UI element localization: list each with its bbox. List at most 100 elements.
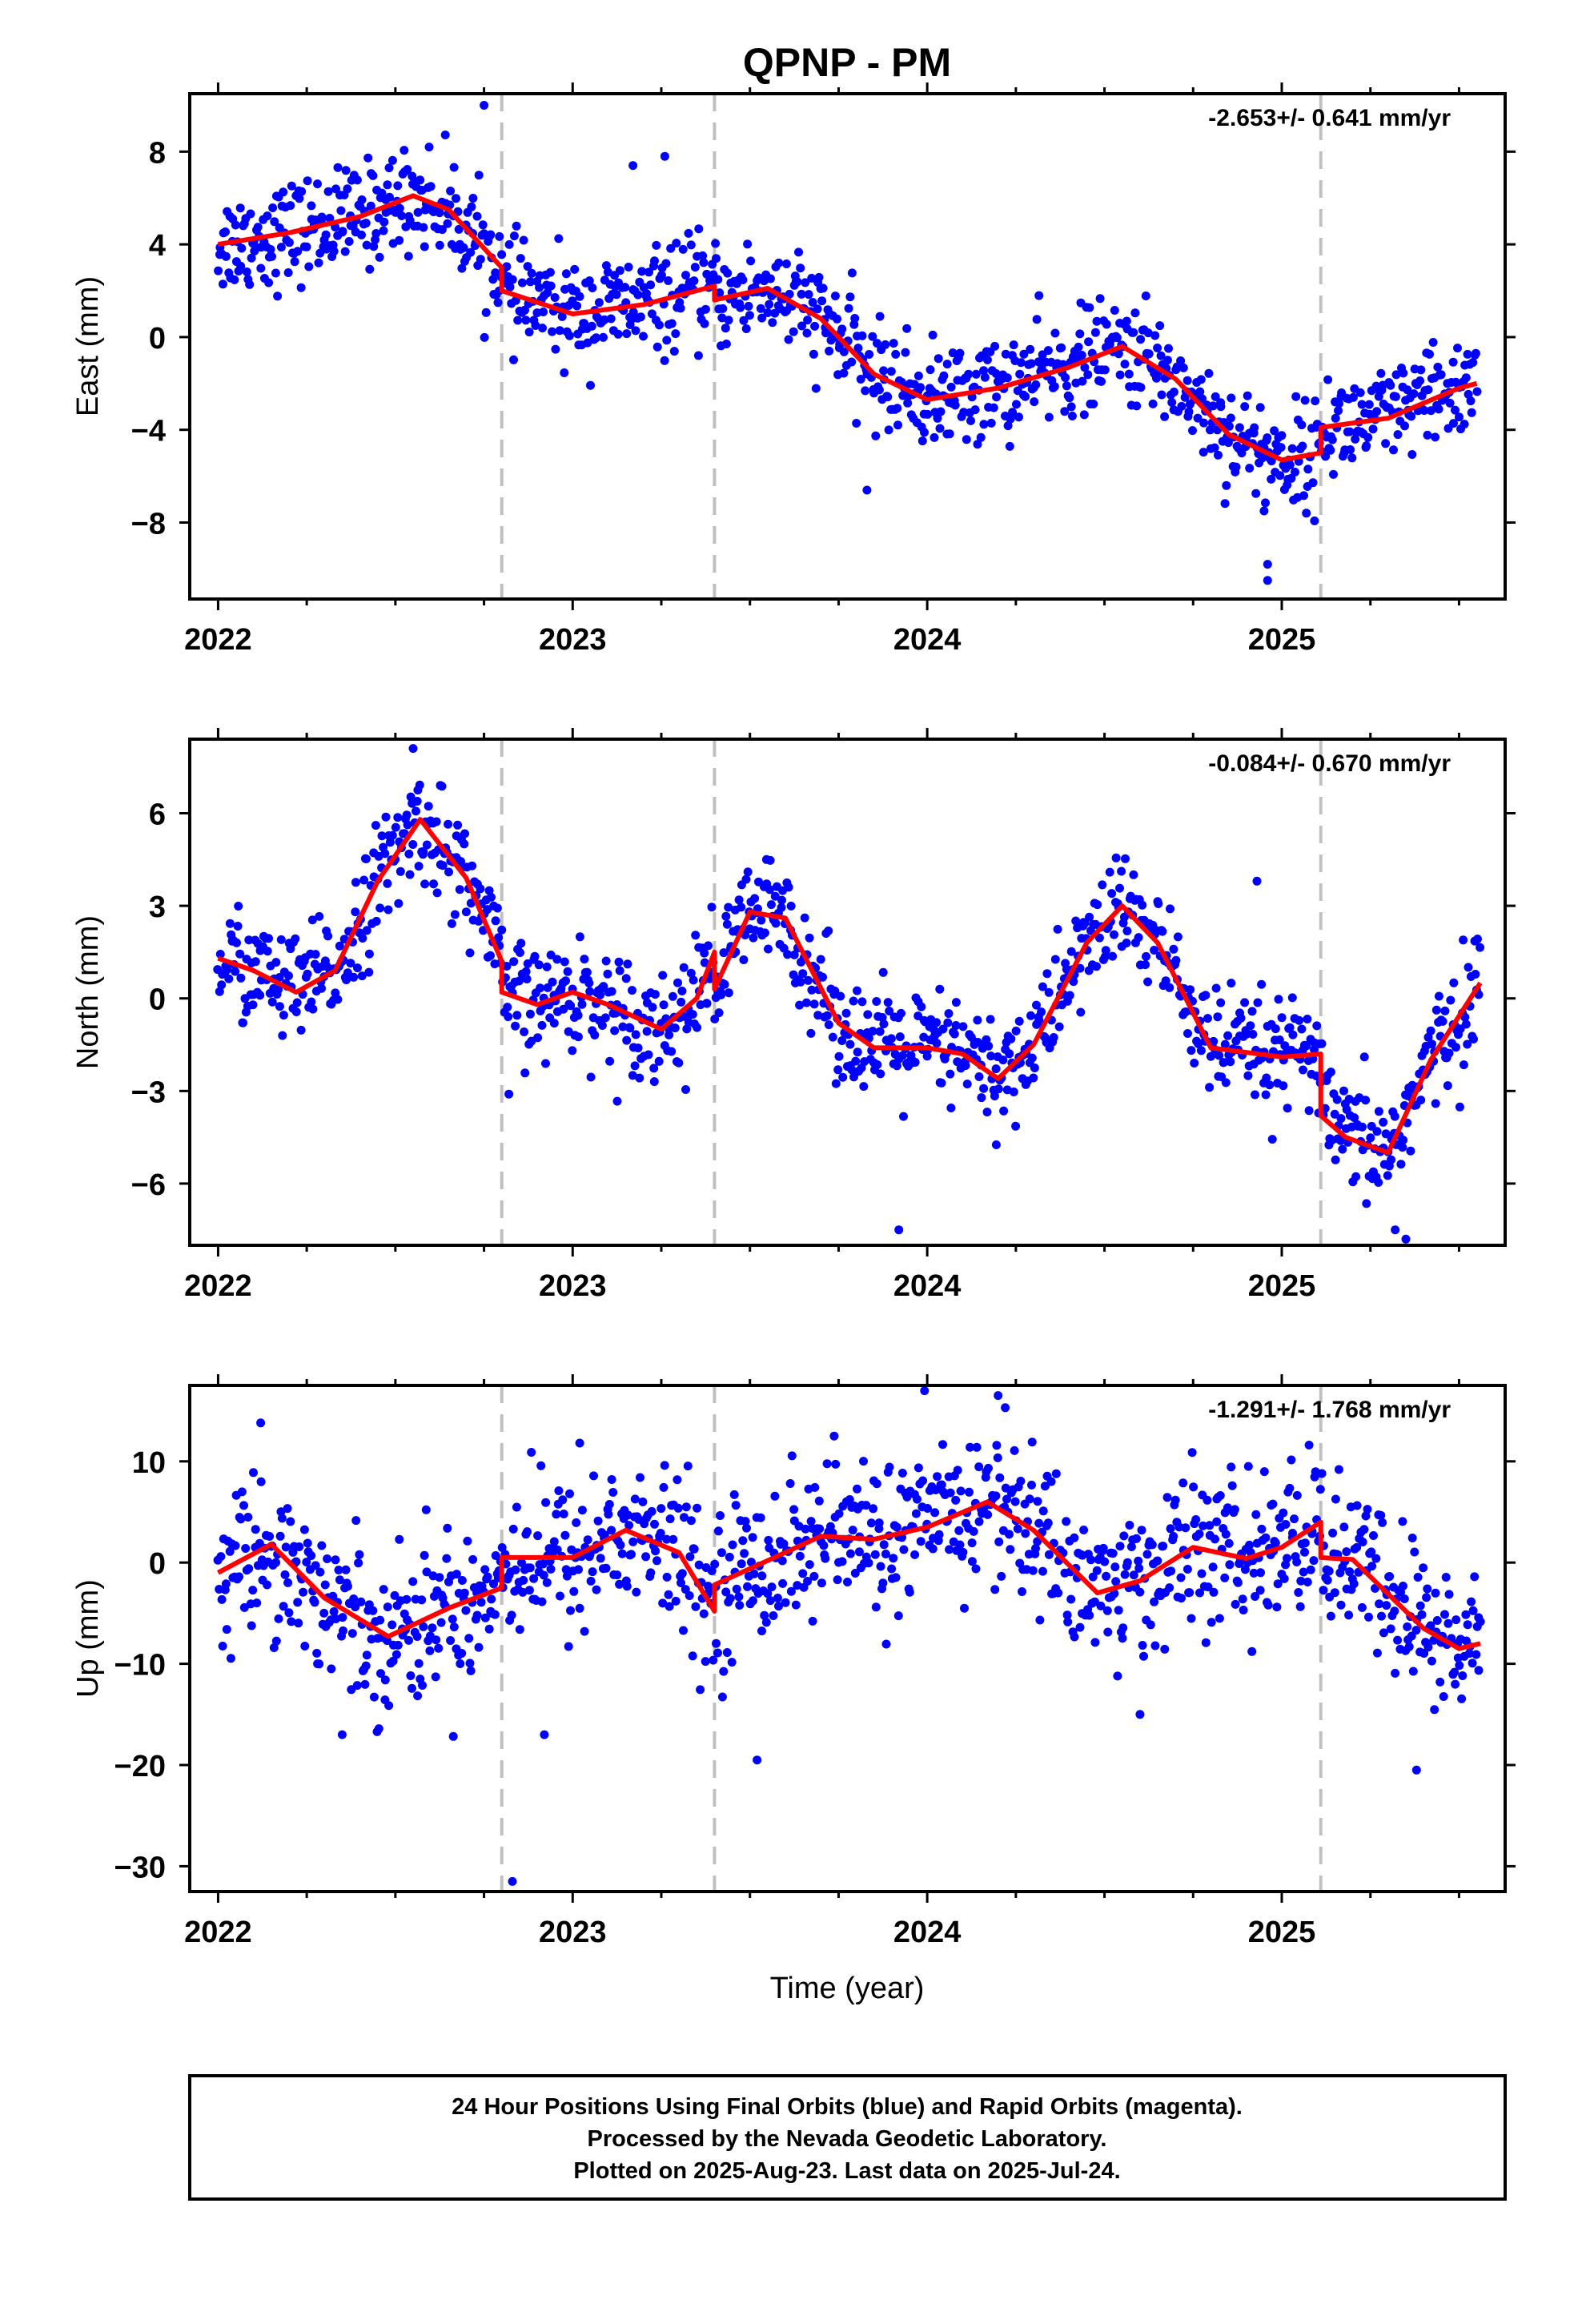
data-point [797,321,806,331]
data-point [513,316,523,325]
data-point [946,1488,955,1498]
data-point [601,956,611,966]
data-point [946,1069,955,1079]
data-point [1367,1562,1377,1571]
data-point [954,1526,964,1535]
y-tick-label: −8 [131,507,166,541]
data-point [767,1582,777,1592]
data-point [286,201,295,211]
data-point [760,928,769,938]
data-point [991,1064,1001,1074]
data-point [719,948,729,958]
data-point [801,278,810,287]
data-point [566,1001,576,1011]
data-point [845,292,855,302]
data-point [809,1571,819,1581]
data-point [1358,1538,1367,1546]
data-point [1115,883,1124,893]
data-point [1381,1129,1391,1139]
data-point [854,1547,864,1557]
data-point [379,1585,388,1594]
data-point [1294,1588,1303,1597]
data-point [741,1517,750,1526]
data-point [371,229,381,238]
data-point [623,959,632,969]
data-point [352,1681,362,1691]
data-point [371,916,381,926]
data-point [1350,1113,1359,1123]
data-point [284,1608,294,1618]
data-point [822,1011,832,1020]
data-point [694,1560,704,1570]
data-point [679,963,689,972]
data-point [844,304,853,313]
data-point [1476,943,1485,952]
data-point [273,292,283,301]
data-point [267,997,277,1007]
data-point [366,201,375,211]
data-point [833,1575,842,1585]
data-point [837,324,847,334]
data-point [1471,348,1480,358]
data-point [1361,1511,1371,1521]
data-point [572,1518,581,1527]
data-point [913,371,923,380]
data-point [872,997,881,1006]
data-point [869,1504,878,1514]
data-point [1251,1592,1260,1601]
data-point [899,1112,908,1121]
data-point [690,263,700,272]
data-point [248,1586,258,1595]
data-point [1085,1610,1094,1620]
data-point [1427,1039,1436,1049]
data-point [686,1516,696,1526]
data-point [1016,1477,1026,1486]
data-point [693,1503,702,1513]
data-point [450,910,460,919]
data-point [564,331,574,340]
data-point [452,1570,461,1579]
data-point [1261,1533,1271,1542]
scatter-series [213,744,1485,1244]
data-point [1317,1469,1327,1478]
data-point [632,1587,641,1597]
data-point [311,950,320,959]
data-point [886,1034,896,1043]
data-point [1336,1114,1346,1124]
data-point [541,1059,550,1068]
data-point [990,1585,1000,1594]
data-point [555,326,564,336]
data-point [1459,1060,1468,1070]
data-point [1002,1494,1011,1504]
data-point [507,1610,516,1620]
data-point [1027,1437,1037,1447]
data-point [885,1007,894,1015]
data-point [974,1462,984,1472]
data-point [511,1565,520,1574]
data-point [741,875,751,884]
data-point [468,194,478,203]
data-point [615,266,624,275]
data-point [286,1517,295,1526]
data-point [559,1510,568,1518]
data-point [1463,1039,1472,1049]
data-point [650,990,660,999]
plot-area [213,1385,1485,1892]
data-point [483,1572,492,1582]
data-point [1297,1024,1307,1034]
data-point [1124,369,1134,379]
data-point [297,187,307,196]
data-point [343,184,352,194]
data-point [878,967,888,977]
data-point [1080,363,1090,372]
data-point [588,1567,597,1577]
data-point [317,212,327,222]
data-point [677,987,687,995]
data-point [1002,373,1012,383]
data-point [1372,407,1382,416]
data-point [1040,1482,1050,1491]
data-point [795,1000,805,1010]
data-point [1344,1610,1354,1620]
data-point [765,1596,775,1606]
data-point [607,987,616,996]
